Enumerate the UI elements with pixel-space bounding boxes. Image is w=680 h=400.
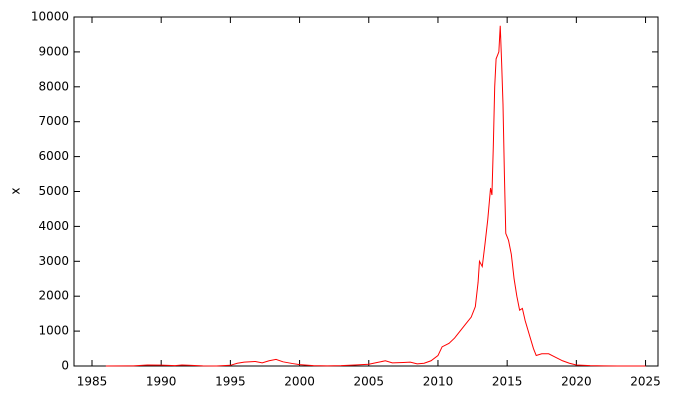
y-tick-label: 3000: [38, 254, 69, 268]
data-line: [105, 25, 646, 367]
y-tick-label: 10000: [31, 10, 69, 24]
x-tick-label: 2015: [492, 375, 523, 389]
y-tick-label: 7000: [38, 114, 69, 128]
y-tick-label: 8000: [38, 79, 69, 93]
x-tick-label: 2005: [353, 375, 384, 389]
x-tick-label: 2000: [284, 375, 315, 389]
x-tick-label: 2025: [630, 375, 661, 389]
plot-frame: [73, 16, 659, 367]
y-axis-label: x: [9, 187, 23, 194]
y-tick-label: 5000: [38, 184, 69, 198]
y-tick-label: 6000: [38, 149, 69, 163]
y-tick-label: 0: [61, 359, 69, 373]
x-tick-label: 1995: [215, 375, 246, 389]
x-tick-label: 2020: [561, 375, 592, 389]
y-tick-label: 4000: [38, 219, 69, 233]
y-tick-label: 2000: [38, 289, 69, 303]
x-tick-label: 2010: [423, 375, 454, 389]
y-tick-label: 9000: [38, 44, 69, 58]
x-tick-label: 1985: [77, 375, 108, 389]
y-tick-label: 1000: [38, 324, 69, 338]
x-tick-label: 1990: [146, 375, 177, 389]
